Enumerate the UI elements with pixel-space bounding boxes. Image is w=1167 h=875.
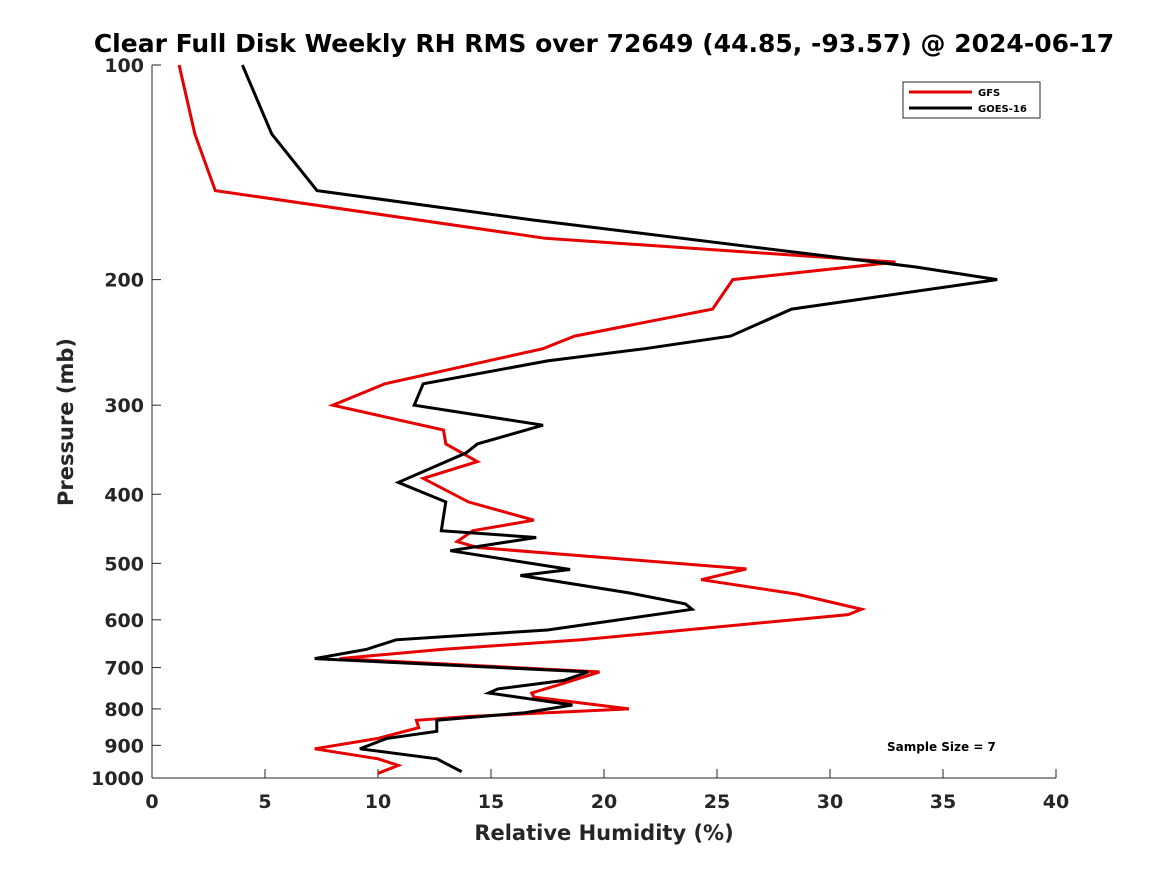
y-tick-label-200: 200	[104, 270, 144, 292]
y-tick-label-600: 600	[104, 610, 144, 632]
x-tick-label-40: 40	[1043, 791, 1069, 813]
y-tick-label-900: 900	[104, 735, 144, 757]
y-axis-ticks: 100 200 300 400 500 600 700 800 900 1000	[91, 55, 161, 790]
legend-label-goes16: GOES-16	[978, 104, 1027, 115]
y-tick-label-800: 800	[104, 699, 144, 721]
y-axis-label: Pressure (mb)	[54, 338, 78, 506]
x-axis-ticks: 0 5 10 15 20 25 30 35 40	[145, 769, 1069, 813]
y-tick-label-100: 100	[104, 55, 144, 77]
legend-label-gfs: GFS	[978, 88, 1000, 99]
sample-size-annotation: Sample Size = 7	[887, 740, 996, 754]
x-tick-label-35: 35	[930, 791, 956, 813]
y-tick-label-300: 300	[104, 395, 144, 417]
plot-area	[152, 65, 1056, 778]
series-line-goes16	[241, 64, 998, 774]
y-tick-label-500: 500	[104, 553, 144, 575]
x-tick-label-20: 20	[591, 791, 617, 813]
x-tick-label-15: 15	[478, 791, 504, 813]
x-tick-label-25: 25	[704, 791, 730, 813]
x-tick-label-10: 10	[365, 791, 391, 813]
y-tick-label-1000: 1000	[91, 768, 144, 790]
chart-title: Clear Full Disk Weekly RH RMS over 72649…	[94, 29, 1114, 58]
x-axis-label: Relative Humidity (%)	[474, 821, 733, 845]
x-tick-label-5: 5	[258, 791, 271, 813]
y-tick-label-700: 700	[104, 658, 144, 680]
x-tick-label-30: 30	[817, 791, 843, 813]
series-lines	[177, 64, 998, 775]
y-tick-label-400: 400	[104, 484, 144, 506]
legend-box	[902, 81, 1041, 119]
legend: GFS GOES-16	[902, 81, 1041, 119]
x-tick-label-0: 0	[145, 791, 158, 813]
